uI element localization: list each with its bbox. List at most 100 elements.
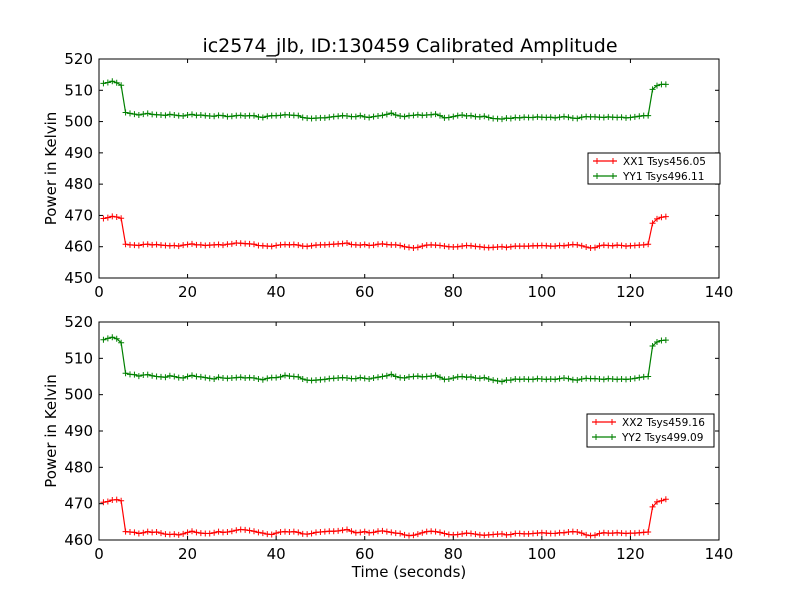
data-point: [574, 241, 581, 248]
data-point: [379, 240, 386, 247]
data-point: [295, 529, 302, 536]
data-point: [468, 242, 474, 249]
data-point: [344, 112, 350, 119]
data-point: [654, 215, 660, 222]
data-point: [565, 242, 572, 249]
data-point: [565, 375, 572, 382]
data-point: [211, 529, 218, 536]
data-point: [379, 373, 386, 380]
data-point: [189, 240, 195, 247]
data-point: [180, 374, 187, 381]
x-tick-label: 0: [94, 545, 104, 563]
data-point: [228, 240, 235, 247]
data-point: [304, 243, 311, 250]
legend-marker: [596, 158, 614, 164]
x-tick-label: 60: [355, 283, 374, 301]
x-tick-label: 100: [528, 283, 557, 301]
data-point: [556, 375, 563, 382]
data-point: [268, 243, 275, 250]
legend-label: YY1 Tsys496.11: [622, 171, 704, 183]
data-point: [432, 111, 439, 118]
data-point: [609, 242, 616, 249]
data-point: [583, 244, 590, 251]
data-point: [507, 115, 514, 122]
data-point: [255, 529, 262, 536]
data-point: [344, 374, 350, 381]
data-point: [339, 240, 346, 247]
data-point: [361, 113, 368, 120]
data-point: [295, 112, 302, 119]
data-point: [211, 376, 218, 383]
data-point: [552, 243, 559, 250]
data-point: [290, 241, 297, 248]
data-point: [104, 214, 111, 221]
data-point: [144, 371, 151, 378]
data-point: [578, 242, 585, 249]
data-point: [228, 528, 235, 535]
y-axis-label: Power in Kelvin: [42, 112, 60, 226]
data-point: [175, 243, 182, 250]
data-point: [237, 112, 244, 119]
data-point: [627, 114, 634, 121]
x-tick-label: 140: [705, 545, 734, 563]
data-point: [561, 374, 567, 381]
data-point: [658, 214, 665, 221]
data-point: [476, 113, 483, 120]
data-point: [428, 111, 435, 118]
data-point: [441, 243, 448, 250]
data-point: [574, 115, 581, 122]
x-tick-label: 120: [616, 545, 645, 563]
data-point: [251, 241, 257, 248]
data-point: [645, 241, 652, 248]
y-tick-label: 480: [64, 458, 93, 476]
data-point: [476, 243, 483, 250]
data-point: [277, 112, 284, 119]
data-point: [122, 370, 129, 377]
data-point: [122, 241, 129, 248]
y-tick-label: 510: [64, 81, 93, 99]
data-point: [530, 114, 536, 121]
data-point: [361, 241, 368, 248]
data-point: [481, 113, 488, 120]
x-tick-label: 60: [355, 545, 374, 563]
y-tick-label: 490: [64, 422, 93, 440]
data-point: [561, 529, 567, 536]
data-point: [419, 529, 426, 536]
x-tick-label: 20: [178, 545, 197, 563]
data-point: [437, 112, 443, 119]
data-point: [158, 530, 164, 537]
x-tick-label: 40: [267, 545, 286, 563]
data-point: [251, 112, 257, 119]
data-point: [180, 530, 187, 537]
data-point: [104, 79, 111, 86]
data-point: [640, 241, 647, 248]
data-point: [472, 531, 479, 538]
data-point: [215, 528, 222, 535]
data-point: [530, 376, 536, 383]
data-point: [215, 374, 222, 381]
data-point: [490, 377, 497, 384]
series-1-group: [100, 496, 669, 539]
data-point: [113, 496, 120, 503]
legend-label: XX2 Tsys459.16: [622, 417, 705, 429]
data-point: [370, 529, 377, 536]
data-point: [352, 375, 359, 382]
data-point: [366, 376, 373, 383]
data-point: [375, 112, 381, 119]
data-point: [268, 531, 275, 538]
data-point: [654, 82, 660, 89]
data-point: [499, 116, 505, 123]
data-point: [414, 373, 421, 380]
data-point: [459, 530, 466, 537]
data-point: [459, 373, 466, 380]
data-point: [392, 241, 399, 248]
data-point: [658, 497, 665, 504]
x-tick-label: 100: [528, 545, 557, 563]
data-point: [401, 531, 408, 538]
data-point: [184, 112, 191, 119]
data-point: [251, 374, 257, 381]
data-point: [131, 111, 138, 118]
data-point: [162, 112, 169, 119]
data-point: [215, 241, 222, 248]
data-point: [171, 373, 178, 380]
